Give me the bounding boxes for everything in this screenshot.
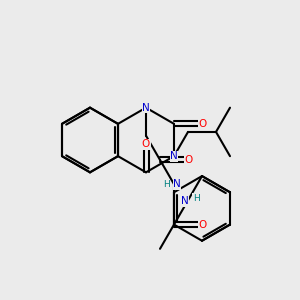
Text: N: N [170, 151, 178, 161]
Text: H: H [193, 194, 200, 203]
Text: O: O [184, 155, 192, 165]
Text: O: O [142, 139, 150, 149]
Text: N: N [173, 179, 181, 189]
Text: O: O [198, 119, 206, 129]
Text: N: N [181, 196, 189, 206]
Text: O: O [198, 220, 206, 230]
Text: N: N [142, 103, 150, 113]
Text: H: H [163, 180, 170, 189]
